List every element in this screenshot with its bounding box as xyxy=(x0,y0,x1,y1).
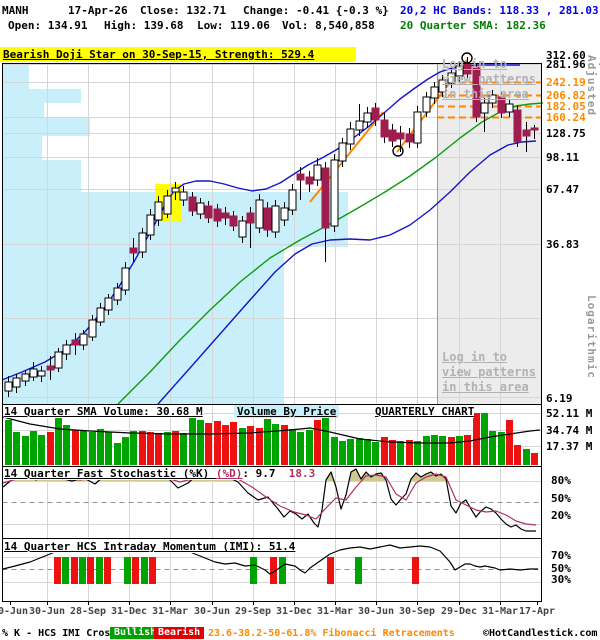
vbp-bar xyxy=(3,103,44,118)
x-axis-tick-label: 28-Sep2012 xyxy=(69,606,107,617)
fibonacci-legend-label: 23.6-38.2-50-61.8% Fibonacci Retracement… xyxy=(208,628,455,639)
vbp-bar xyxy=(3,118,90,136)
pattern-banner-text[interactable]: Bearish Doji Star on 30-Sep-15, Strength… xyxy=(3,48,315,61)
sma-label: 20 Quarter SMA: 182.36 xyxy=(400,19,546,32)
low-label: Low: 119.06 xyxy=(197,19,270,32)
imi-axis-label: 70% xyxy=(551,549,571,562)
price-axis-label: 206.82 xyxy=(546,89,586,102)
x-axis-tick-label: 30-Jun2011 xyxy=(28,606,66,617)
x-axis-tick-label: 30-Jun2010 xyxy=(0,606,29,617)
price-axis-label: 281.96 xyxy=(546,58,586,71)
price-axis-label: 128.75 xyxy=(546,127,586,140)
stoch-axis-label: 80% xyxy=(551,474,571,487)
open-label: Open: 134.91 xyxy=(8,19,88,32)
vbp-bar xyxy=(3,89,81,103)
x-axis-tick-label: 29-Dec2023 xyxy=(440,606,478,617)
vbp-bar xyxy=(3,160,81,192)
volume-label: Vol: 8,540,858 xyxy=(282,19,375,32)
copyright-link[interactable]: ©HotCandlestick.com xyxy=(483,628,598,639)
split-dividend-adjusted-label: Split and Dividend Adjusted xyxy=(585,55,600,193)
price-axis-label: 98.11 xyxy=(546,151,580,164)
pattern-banner[interactable]: Bearish Doji Star on 30-Sep-15, Strength… xyxy=(0,47,356,62)
quarterly-chart-label[interactable]: QUARTERLY CHART xyxy=(375,405,475,418)
stoch-axis-label: 50% xyxy=(551,492,571,505)
x-axis-tick-label: 30-Jun2016 xyxy=(193,606,231,617)
high-label: High: 139.68 xyxy=(104,19,184,32)
x-axis-tick-label: 30-Sep2022 xyxy=(398,606,436,617)
x-axis-tick-label: 17-Apr2026 xyxy=(518,606,556,617)
imi-axis-label: 50% xyxy=(551,562,571,575)
price-axis-label: 312.60 xyxy=(546,49,586,62)
date-label: 17-Apr-26 xyxy=(68,4,128,17)
bearish-legend-badge: Bearish xyxy=(154,627,205,639)
symbol-label: MANH xyxy=(2,4,29,17)
x-axis-tick-label: 29-Sep2017 xyxy=(234,606,272,617)
volume-panel-title[interactable]: 14 Quarter SMA Volume: 30.68 M xyxy=(4,405,203,418)
imi-axis-label: 30% xyxy=(551,573,571,586)
price-axis-label: 182.05 xyxy=(546,100,586,113)
volume-axis-label: 34.74 M xyxy=(546,424,593,437)
x-axis-tick-label: 31-Mar2025 xyxy=(481,606,519,617)
bullish-legend-badge: Bullish xyxy=(110,627,161,639)
stochastic-panel-title[interactable]: 14 Quarter Fast Stochastic (%K) (%D): 9.… xyxy=(4,467,316,480)
vbp-bar xyxy=(3,136,42,160)
change-label: Change: -0.41 {-0.3 %} xyxy=(243,4,389,17)
x-axis-tick-label: 31-Mar2015 xyxy=(151,606,189,617)
login-overlay-area xyxy=(437,64,541,404)
price-axis-label: 36.83 xyxy=(546,238,580,251)
logarithmic-label: Logarithmic xyxy=(585,295,598,379)
login-link-bottom[interactable]: Log in to view patterns in this area xyxy=(442,350,536,394)
volume-axis-label: 17.37 M xyxy=(546,440,593,453)
login-link-top[interactable]: Log in to view patterns in this area xyxy=(442,57,536,101)
volume-by-price-label[interactable]: Volume By Price xyxy=(234,405,340,418)
x-axis-tick-label: 31-Dec2018 xyxy=(275,606,313,617)
vbp-bar xyxy=(3,63,29,89)
hc-bands-label: 20,2 HC Bands: 118.33 , 281.03 xyxy=(400,4,599,17)
price-axis-label: 242.19 xyxy=(546,76,586,89)
volume-axis-label: 52.11 M xyxy=(546,407,593,420)
x-axis-tick-label: 30-Jun2021 xyxy=(357,606,395,617)
imi-panel-title[interactable]: 14 Quarter HCS Intraday Momentum (IMI): … xyxy=(4,540,296,553)
price-axis-label: 6.19 xyxy=(546,392,573,405)
price-axis-label: 67.47 xyxy=(546,183,580,196)
x-axis-tick-label: 31-Mar2020 xyxy=(316,606,354,617)
price-axis-label: 160.24 xyxy=(546,111,586,124)
stoch-axis-label: 20% xyxy=(551,509,571,522)
x-axis-tick-label: 31-Dec2013 xyxy=(110,606,148,617)
close-label: Close: 132.71 xyxy=(140,4,227,17)
